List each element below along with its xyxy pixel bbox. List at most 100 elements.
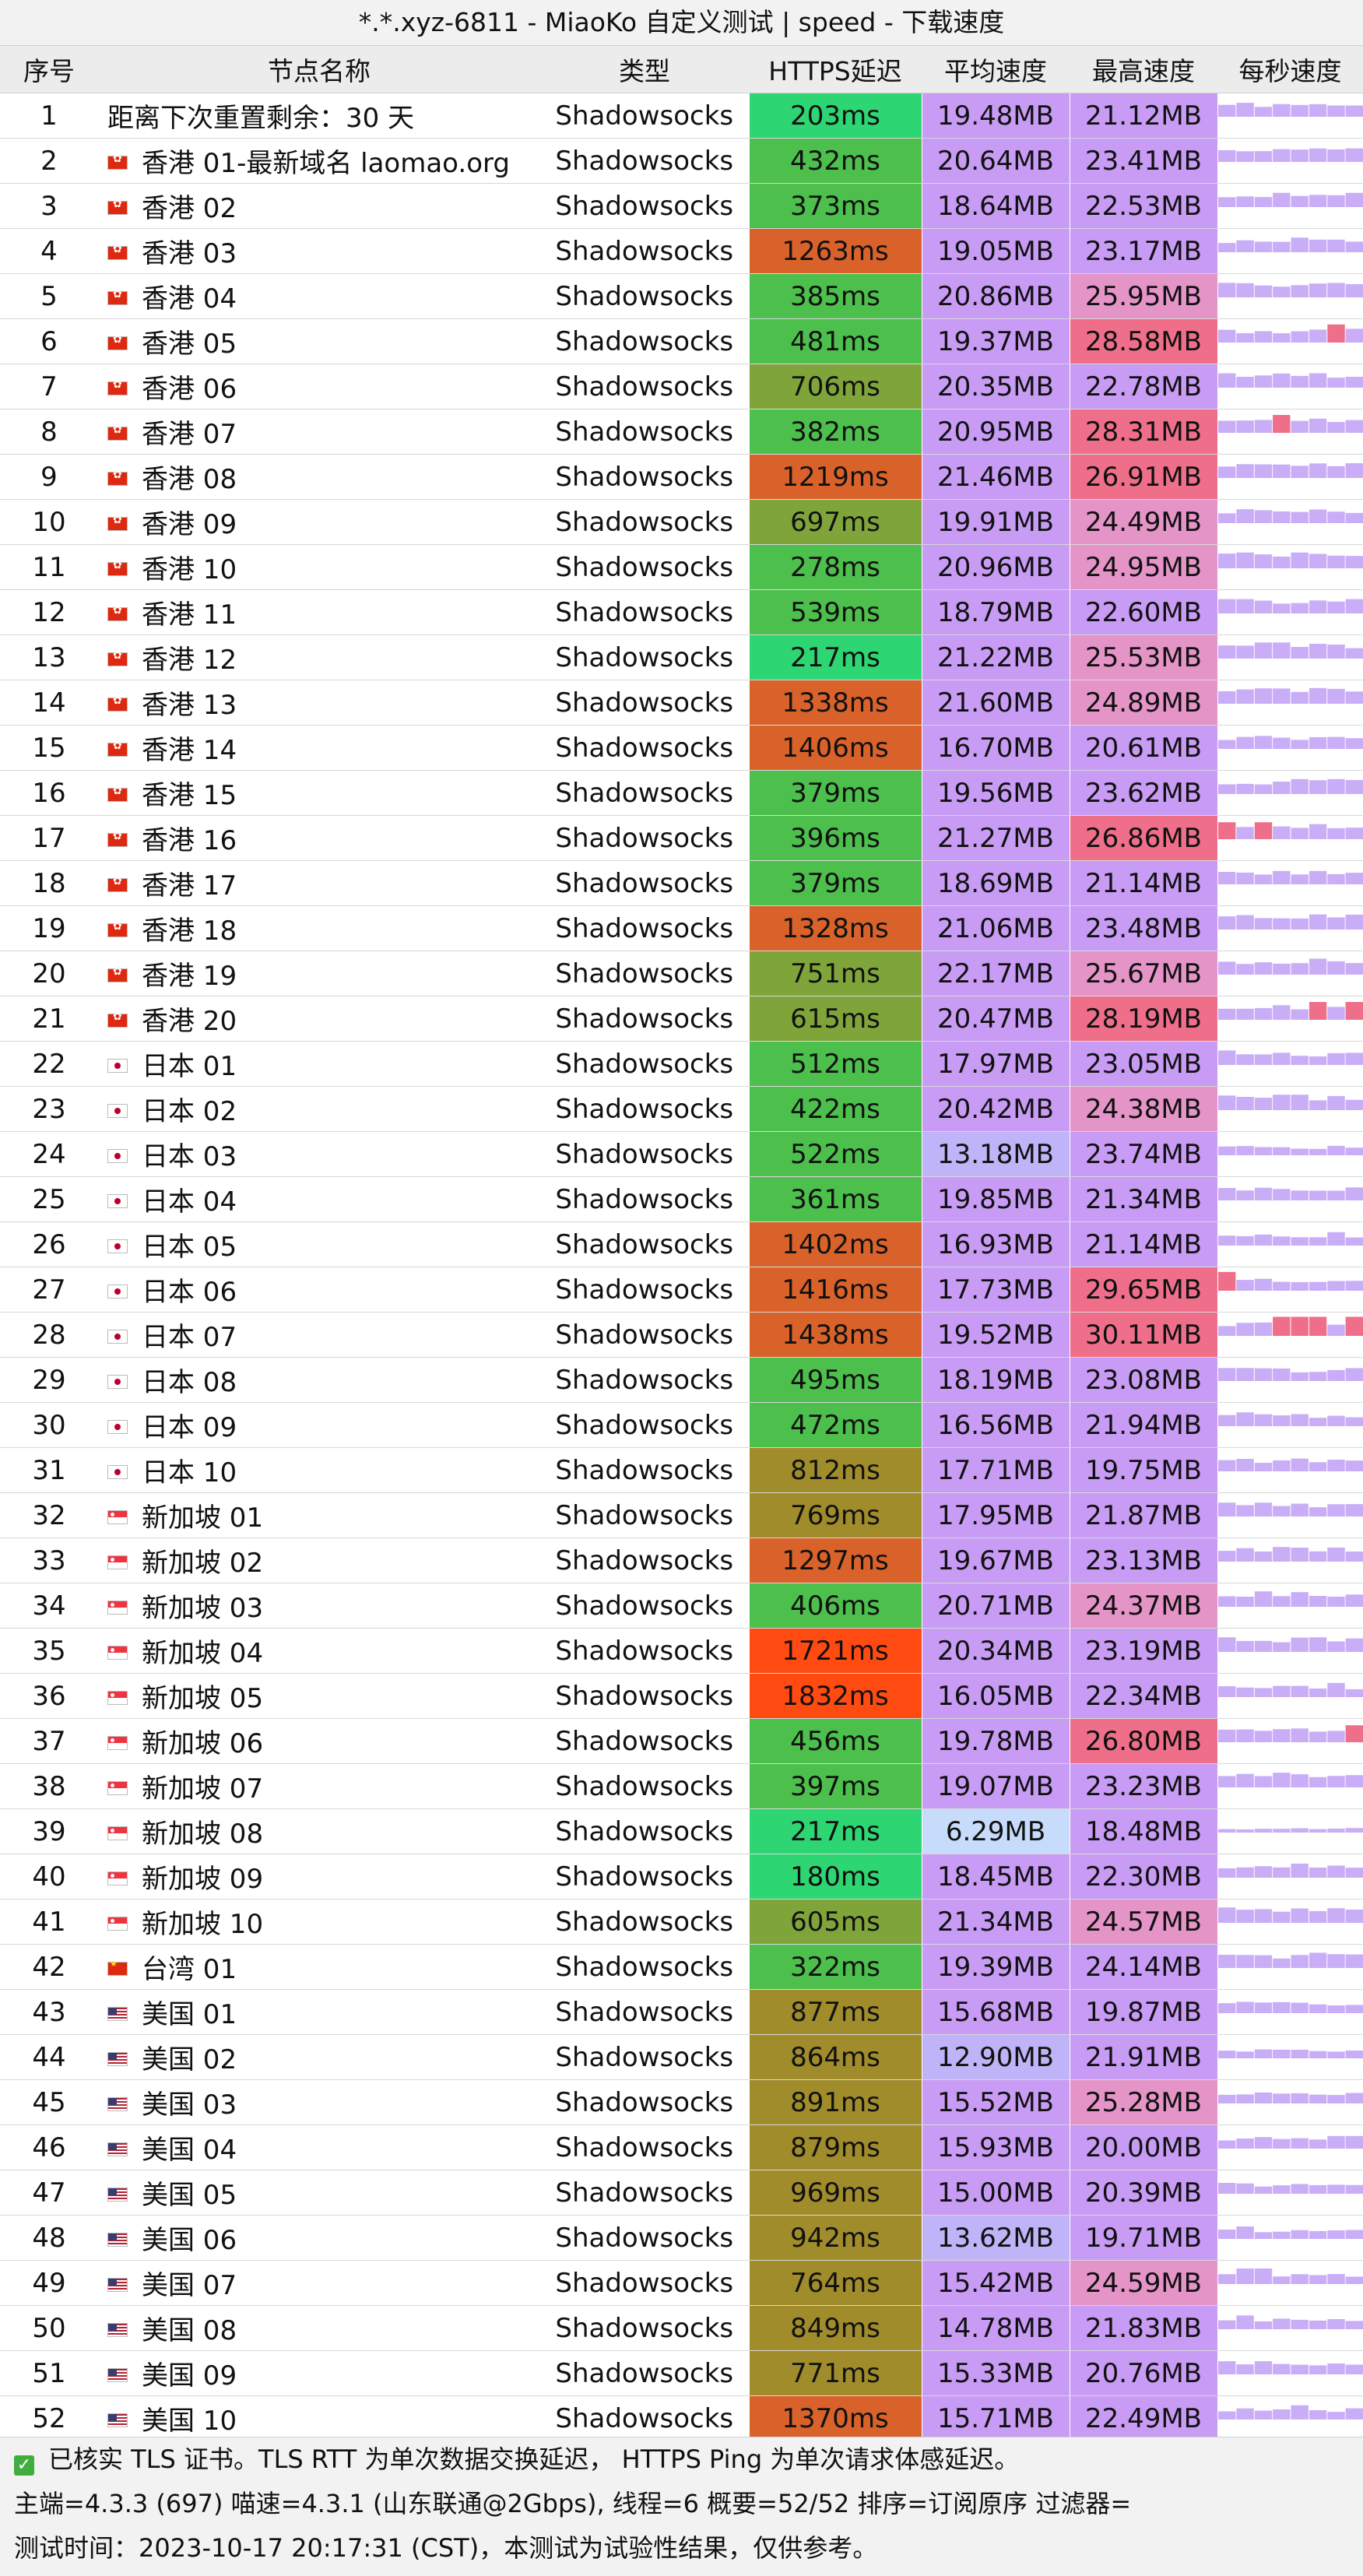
sparkline-bar	[1273, 1147, 1290, 1155]
flag-sg-icon	[107, 1736, 128, 1750]
row-index: 5	[0, 274, 98, 319]
sparkline-bar	[1273, 1959, 1290, 1968]
node-name: 新加坡 05	[142, 1683, 263, 1714]
sparkline-bar	[1218, 1597, 1235, 1608]
speed-sparkline	[1218, 93, 1363, 138]
check-icon: ✓	[14, 2455, 34, 2476]
node-name-cell: 新加坡 07	[98, 1764, 540, 1809]
per-second-speed-cell	[1217, 1945, 1363, 1990]
latency-cell: 382ms	[749, 409, 922, 455]
speed-sparkline	[1218, 906, 1363, 951]
sparkline-bar	[1309, 2321, 1326, 2329]
sparkline-bar	[1327, 1829, 1344, 1833]
sparkline-bar	[1327, 1504, 1344, 1516]
max-speed-cell: 24.14MB	[1070, 1945, 1217, 1990]
sparkline-bar	[1345, 106, 1362, 118]
sparkline-bar	[1309, 824, 1326, 839]
sparkline-bar	[1236, 599, 1253, 613]
sparkline-bar	[1218, 2230, 1235, 2239]
row-index: 6	[0, 319, 98, 364]
node-type: Shadowsocks	[540, 1854, 749, 1899]
avg-speed-cell: 17.97MB	[922, 1042, 1070, 1087]
node-type: Shadowsocks	[540, 590, 749, 635]
sparkline-bar	[1309, 149, 1326, 162]
sparkline-bar	[1327, 240, 1344, 252]
node-name: 日本 10	[142, 1457, 237, 1488]
avg-speed-cell: 21.46MB	[922, 455, 1070, 500]
sparkline-bar	[1254, 822, 1271, 839]
sparkline-bar	[1345, 377, 1362, 388]
latency-cell: 495ms	[749, 1358, 922, 1403]
flag-sg-icon	[107, 1871, 128, 1885]
sparkline-bar	[1345, 1639, 1362, 1652]
node-type: Shadowsocks	[540, 184, 749, 229]
sparkline-bar	[1291, 1459, 1308, 1471]
avg-speed-cell: 21.27MB	[922, 816, 1070, 861]
sparkline-bar	[1309, 2139, 1326, 2149]
row-index: 12	[0, 590, 98, 635]
node-name-cell: 日本 08	[98, 1358, 540, 1403]
per-second-speed-cell	[1217, 2306, 1363, 2351]
node-type: Shadowsocks	[540, 680, 749, 726]
sparkline-bar	[1236, 2184, 1253, 2194]
sparkline-bar	[1236, 1910, 1253, 1923]
sparkline-bar	[1327, 2319, 1344, 2329]
latency-cell: 322ms	[749, 1945, 922, 1990]
node-type: Shadowsocks	[540, 951, 749, 996]
node-type: Shadowsocks	[540, 996, 749, 1042]
node-type: Shadowsocks	[540, 2306, 749, 2351]
node-name: 香港 07	[142, 419, 237, 450]
avg-speed-cell: 20.96MB	[922, 545, 1070, 590]
sparkline-bar	[1345, 2365, 1362, 2375]
max-speed-cell: 24.49MB	[1070, 500, 1217, 545]
avg-speed-cell: 19.91MB	[922, 500, 1070, 545]
sparkline-bar	[1309, 2185, 1326, 2194]
speed-sparkline	[1218, 996, 1363, 1041]
speed-sparkline	[1218, 229, 1363, 273]
sparkline-bar	[1254, 642, 1271, 659]
flag-jp-icon	[107, 1104, 128, 1118]
sparkline-bar	[1309, 915, 1326, 930]
sparkline-bar	[1236, 509, 1253, 523]
sparkline-bar	[1291, 828, 1308, 839]
sparkline-bar	[1345, 1689, 1362, 1697]
node-type: Shadowsocks	[540, 455, 749, 500]
speed-sparkline	[1218, 635, 1363, 680]
speed-sparkline	[1218, 409, 1363, 454]
sparkline-bar	[1273, 2050, 1290, 2058]
latency-cell: 1297ms	[749, 1538, 922, 1583]
sparkline-bar	[1327, 1146, 1344, 1155]
flag-hk-icon	[107, 968, 128, 982]
latency-cell: 432ms	[749, 139, 922, 184]
sparkline-bar	[1291, 692, 1308, 704]
sparkline-bar	[1273, 1547, 1290, 1562]
sparkline-bar	[1218, 1326, 1235, 1336]
sparkline-bar	[1345, 963, 1362, 975]
sparkline-bar	[1327, 2005, 1344, 2013]
sparkline-bar	[1345, 1504, 1362, 1516]
sparkline-bar	[1309, 1418, 1326, 1426]
node-type: Shadowsocks	[540, 93, 749, 139]
per-second-speed-cell	[1217, 1809, 1363, 1854]
node-name: 日本 04	[142, 1186, 237, 1218]
sparkline-bar	[1254, 962, 1271, 975]
header-row: 序号 节点名称 类型 HTTPS延迟 平均速度 最高速度 每秒速度	[0, 46, 1363, 93]
sparkline-bar	[1273, 1282, 1290, 1292]
sparkline-bar	[1254, 151, 1271, 162]
node-type: Shadowsocks	[540, 816, 749, 861]
avg-speed-cell: 18.64MB	[922, 184, 1070, 229]
sparkline-bar	[1291, 285, 1308, 297]
latency-cell: 879ms	[749, 2125, 922, 2170]
sparkline-bar	[1273, 2318, 1290, 2329]
flag-hk-icon	[107, 291, 128, 305]
sparkline-bar	[1291, 2230, 1308, 2239]
row-index: 39	[0, 1809, 98, 1854]
sparkline-bar	[1218, 1009, 1235, 1020]
flag-us-icon	[107, 2233, 128, 2247]
